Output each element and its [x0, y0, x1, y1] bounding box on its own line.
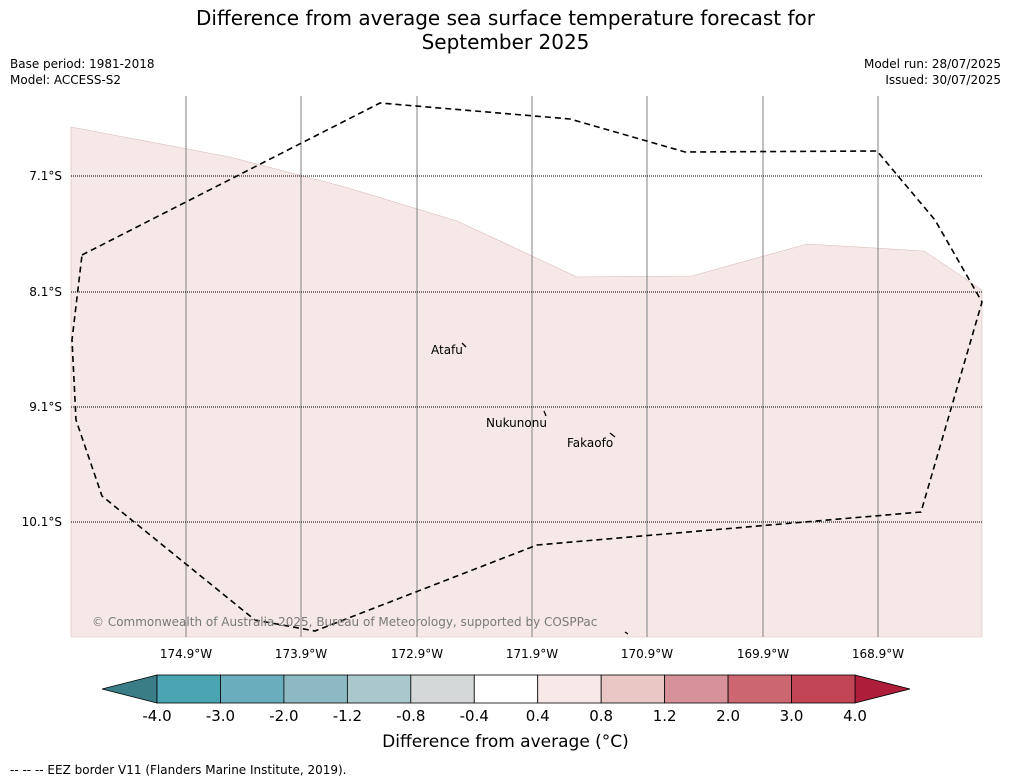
colorbar-segment — [346, 674, 412, 704]
place-nukunonu: Nukunonu — [486, 416, 547, 430]
lon-label: 169.9°W — [737, 647, 789, 661]
lon-label: 170.9°W — [621, 647, 673, 661]
colorbar-segment — [600, 674, 666, 704]
colorbar-segment — [537, 674, 602, 704]
lon-label: 168.9°W — [852, 647, 904, 661]
colorbar-tick-label: -4.0 — [142, 707, 171, 725]
lat-label: 10.1°S — [22, 515, 62, 529]
lon-label: 173.9°W — [275, 647, 327, 661]
meta-right: Model run: 28/07/2025 Issued: 30/07/2025 — [864, 56, 1001, 88]
nukunonu-island — [543, 410, 547, 417]
lat-label: 9.1°S — [29, 400, 62, 414]
lon-label: 174.9°W — [160, 647, 212, 661]
small-reef — [624, 631, 629, 635]
colorbar-tick-label: 0.8 — [589, 707, 613, 725]
lon-label: 172.9°W — [391, 647, 443, 661]
colorbar-tick-label: 0.4 — [526, 707, 550, 725]
issued-date: Issued: 30/07/2025 — [885, 73, 1001, 87]
model-name: Model: ACCESS-S2 — [10, 73, 122, 87]
colorbar-tick-label: -1.2 — [333, 707, 362, 725]
fakaofo-island — [609, 432, 616, 438]
colorbar-tick-label: 4.0 — [843, 707, 867, 725]
lat-label: 7.1°S — [29, 169, 62, 183]
colorbar-tick-label: -0.4 — [460, 707, 489, 725]
lon-labels: 174.9°W 173.9°W 172.9°W 171.9°W 170.9°W … — [160, 647, 904, 661]
colorbar-tick-label: 1.2 — [653, 707, 677, 725]
colorbar-tick-label: -3.0 — [206, 707, 235, 725]
lat-label: 8.1°S — [29, 285, 62, 299]
colorbar-segment — [410, 674, 475, 704]
colorbar-segment — [664, 674, 729, 704]
colorbar-tick-label: -0.8 — [396, 707, 425, 725]
copyright-text: © Commonwealth of Australia 2025, Bureau… — [92, 615, 597, 629]
title-line-2: September 2025 — [421, 30, 590, 54]
islands — [461, 342, 629, 635]
meta-left: Base period: 1981-2018 Model: ACCESS-S2 — [10, 56, 155, 88]
title-line-1: Difference from average sea surface temp… — [195, 6, 815, 30]
lat-labels: 7.1°S 8.1°S 9.1°S 10.1°S — [22, 169, 62, 529]
colorbar-tick-label: 2.0 — [716, 707, 740, 725]
base-period: Base period: 1981-2018 — [10, 57, 155, 71]
colorbar-high-extend — [854, 674, 911, 704]
lon-label: 171.9°W — [506, 647, 558, 661]
colorbar-tick-label: -2.0 — [269, 707, 298, 725]
colorbar-low-extend — [101, 674, 158, 704]
colorbar-segment — [727, 674, 792, 704]
colorbar-segment — [791, 674, 856, 704]
colorbar-label: Difference from average (°C) — [382, 732, 629, 752]
anomaly-area — [70, 126, 983, 638]
atafu-island — [461, 342, 467, 348]
colorbar-segment — [220, 674, 285, 704]
colorbar: -4.0 -3.0 -2.0 -1.2 -0.8 -0.4 0.4 0.8 1.2 2.0 3.0 4… — [101, 674, 911, 725]
eez-footnote: -- -- -- EEZ border V11 (Flanders Marine… — [10, 763, 347, 777]
colorbar-segment — [473, 674, 539, 704]
eez-border — [71, 102, 983, 632]
colorbar-segment — [283, 674, 348, 704]
place-fakaofo: Fakaofo — [567, 436, 613, 450]
colorbar-tick-label: 3.0 — [780, 707, 804, 725]
model-run: Model run: 28/07/2025 — [863, 57, 1001, 71]
place-atafu: Atafu — [431, 343, 463, 357]
colorbar-segment — [156, 674, 221, 704]
map-title: Difference from average sea surface temp… — [0, 6, 1011, 54]
